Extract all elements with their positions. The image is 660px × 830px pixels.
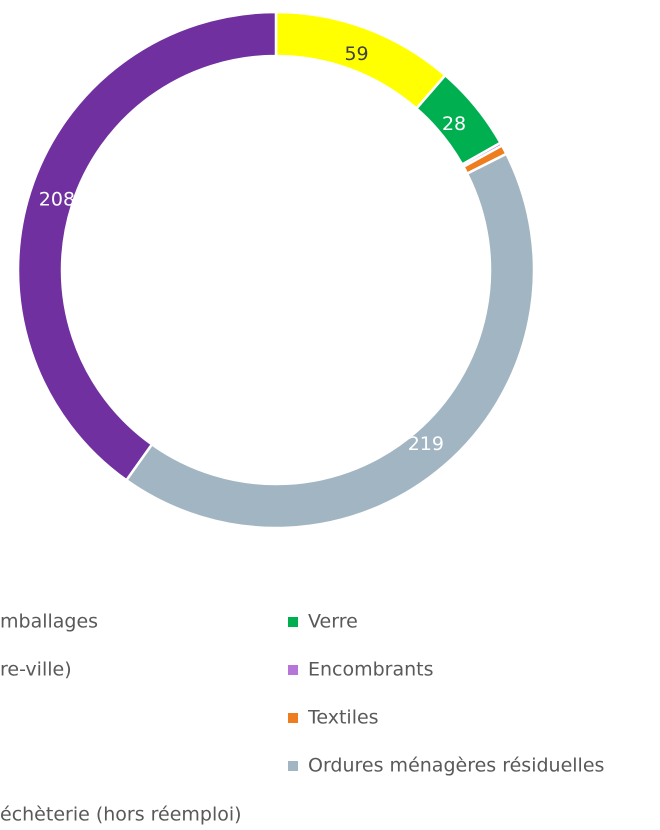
data-label: 219 — [408, 433, 444, 455]
donut-segment — [16, 10, 278, 482]
legend-marker — [288, 761, 298, 771]
legend-marker — [288, 617, 298, 627]
data-label: 28 — [442, 113, 466, 135]
legend-label: Textiles — [307, 707, 379, 729]
legend-label: Verre — [308, 611, 358, 633]
legend-label: Ordures ménagères résiduelles — [308, 755, 604, 777]
legend-marker — [288, 665, 298, 675]
data-label: 208 — [39, 188, 75, 210]
donut-segment — [124, 152, 536, 530]
data-label: 59 — [344, 43, 368, 65]
legend-marker — [288, 713, 298, 723]
legend-label: mballages — [0, 611, 98, 633]
legend-label: échèterie (hors réemploi) — [0, 804, 242, 826]
legend-label: re-ville) — [0, 659, 72, 681]
legend-label: Encombrants — [308, 659, 434, 681]
